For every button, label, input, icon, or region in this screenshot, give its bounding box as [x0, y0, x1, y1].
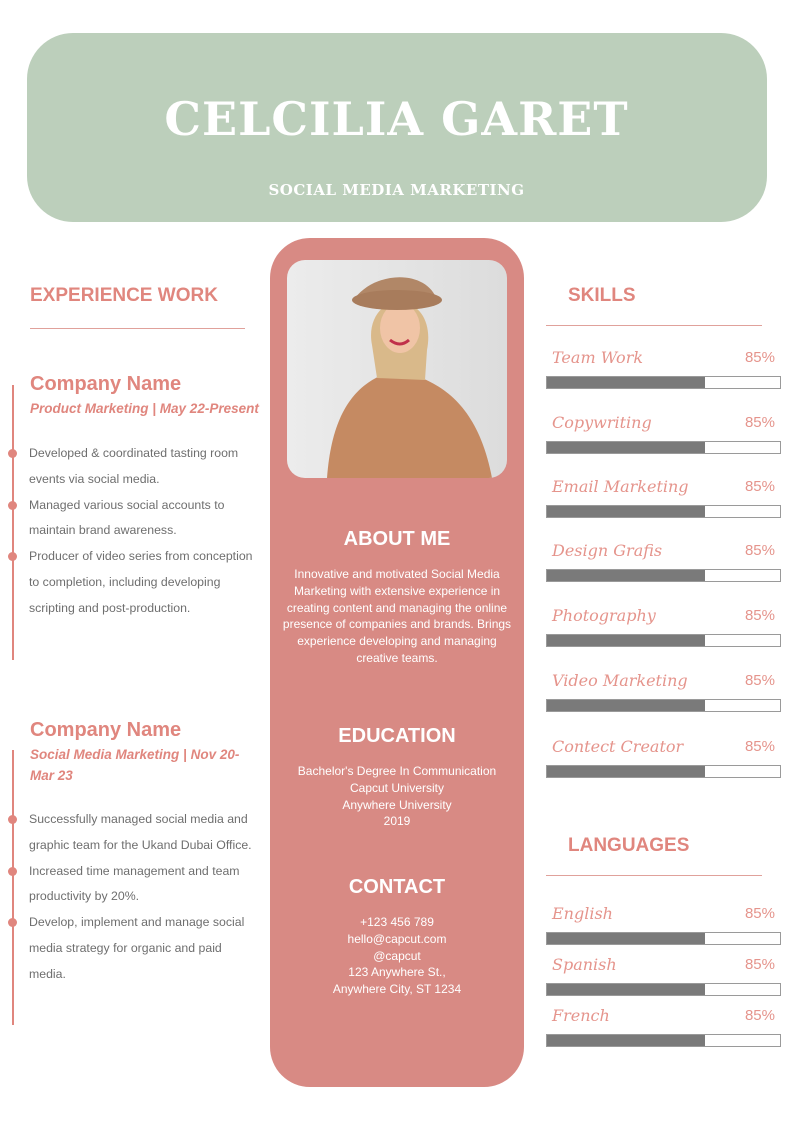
timeline-line [12, 750, 14, 1025]
language-bar [546, 1034, 781, 1047]
company-name: Company Name [30, 373, 182, 395]
skill-bar [546, 441, 781, 454]
skill-percent: 85% [744, 349, 775, 366]
person-photo-illustration [327, 277, 492, 478]
skill-bar [546, 569, 781, 582]
education-line: Bachelor's Degree In Communication [297, 764, 497, 778]
skill-percent: 85% [744, 478, 775, 495]
skill-bar-fill [547, 766, 706, 777]
divider [546, 875, 762, 876]
skill-percent: 85% [744, 672, 775, 689]
skill-bar-fill [547, 570, 706, 581]
language-bar-fill [547, 933, 706, 944]
bullet-item: Develop, implement and manage social med… [8, 910, 254, 987]
language-bar-fill [547, 1035, 706, 1046]
skill-bar [546, 634, 781, 647]
language-label: English [552, 904, 613, 923]
skill-percent: 85% [744, 607, 775, 624]
company-name: Company Name [30, 719, 182, 741]
skill-bar-fill [547, 377, 706, 388]
job-bullets: Developed & coordinated tasting room eve… [8, 441, 264, 622]
divider [546, 325, 762, 326]
language-bar [546, 983, 781, 996]
education-line: 2019 [383, 814, 411, 829]
education-details: Bachelor's Degree In Communication Capcu… [280, 763, 514, 830]
about-title: ABOUT ME [343, 528, 451, 550]
languages-title: LANGUAGES [568, 835, 690, 856]
job-subtitle: Social Media Marketing | Nov 20-Mar 23 [30, 747, 240, 783]
language-bar [546, 932, 781, 945]
skill-label: Team Work [552, 348, 644, 367]
contact-title: CONTACT [348, 876, 446, 898]
contact-address: 123 Anywhere St., [348, 965, 446, 980]
contact-city: Anywhere City, ST 1234 [332, 982, 462, 997]
contact-email: hello@capcut.com [347, 931, 447, 946]
education-line: Anywhere University [342, 797, 452, 812]
skill-percent: 85% [744, 414, 775, 431]
skill-bar [546, 699, 781, 712]
skill-bar [546, 505, 781, 518]
bullet-item: Developed & coordinated tasting room eve… [8, 441, 264, 493]
language-percent: 85% [744, 1007, 775, 1024]
language-bar-fill [547, 984, 706, 995]
language-percent: 85% [744, 956, 775, 973]
about-text: Innovative and motivated Social Media Ma… [282, 567, 512, 665]
language-percent: 85% [744, 905, 775, 922]
education-title: EDUCATION [338, 725, 456, 747]
skill-label: Photography [552, 606, 656, 625]
bullet-item: Managed various social accounts to maint… [8, 493, 264, 545]
contact-details: +123 456 789 hello@capcut.com @capcut 12… [280, 914, 514, 998]
candidate-name: CELCILIA GARET [164, 92, 629, 146]
bullet-item: Increased time management and team produ… [8, 859, 254, 911]
skill-percent: 85% [744, 738, 775, 755]
bullet-item: Successfully managed social media and gr… [8, 807, 254, 859]
skill-label: Contect Creator [552, 737, 684, 756]
skill-bar-fill [547, 506, 706, 517]
skill-label: Design Grafis [552, 541, 663, 560]
experience-title: EXPERIENCE WORK [30, 285, 218, 306]
contact-handle: @capcut [373, 948, 421, 963]
skill-bar [546, 765, 781, 778]
language-label: Spanish [552, 955, 617, 974]
skill-bar [546, 376, 781, 389]
skill-percent: 85% [744, 542, 775, 559]
skill-bar-fill [547, 700, 706, 711]
language-label: French [552, 1006, 610, 1025]
job-bullets: Successfully managed social media and gr… [8, 807, 254, 988]
skill-bar-fill [547, 635, 706, 646]
profile-photo [287, 260, 507, 478]
skill-label: Copywriting [552, 413, 652, 432]
education-line: Capcut University [349, 780, 445, 795]
candidate-role: SOCIAL MEDIA MARKETING [268, 181, 525, 199]
job-subtitle: Product Marketing | May 22-Present [30, 401, 259, 416]
header-banner [27, 33, 767, 222]
skill-label: Video Marketing [552, 671, 688, 690]
divider [30, 328, 245, 329]
skills-title: SKILLS [568, 285, 636, 306]
contact-phone: +123 456 789 [360, 915, 434, 929]
skill-bar-fill [547, 442, 706, 453]
skill-label: Email Marketing [552, 477, 689, 496]
bullet-item: Producer of video series from conception… [8, 544, 264, 621]
timeline-line [12, 385, 14, 660]
